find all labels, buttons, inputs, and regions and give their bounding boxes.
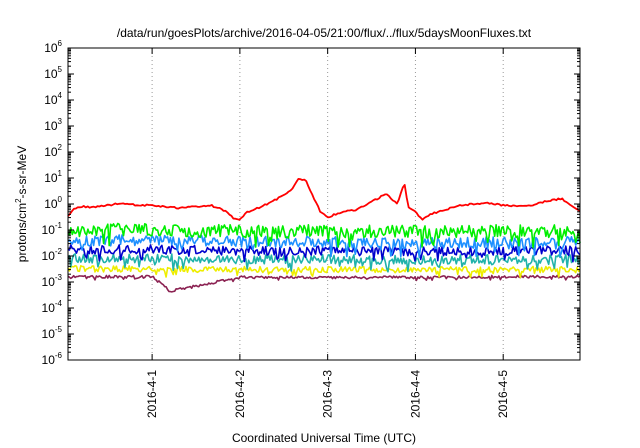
y-tick-label-6: 100: [44, 195, 62, 211]
y-axis: 106 105 104 103 102 101 100 10-1 10-2 10-3 10-4 10-…: [42, 39, 580, 367]
series-line-4: [67, 253, 581, 273]
series-line-0: [67, 178, 581, 221]
y-tick-label-10: 10-4: [42, 299, 63, 315]
y-tick-label-4: 102: [44, 143, 62, 159]
y-axis-label-main: protons/cm: [15, 203, 29, 262]
y-tick-label-0: 106: [44, 39, 62, 55]
y-tick-label-12: 10-6: [42, 351, 63, 367]
series-line-6: [67, 274, 581, 293]
y-tick-label-8: 10-2: [42, 247, 63, 263]
y-axis-label-rest: -s-sr-MeV: [15, 146, 29, 199]
series-line-5: [67, 265, 581, 279]
y-tick-label-11: 10-5: [42, 325, 63, 341]
x-tick-label-0: 2016-4-1: [145, 370, 159, 418]
series-line-2: [67, 234, 581, 258]
series-group: [67, 178, 581, 293]
y-axis-label: protons/cm2-s-sr-MeV: [14, 146, 29, 262]
x-axis: 2016-4-1 2016-4-2 2016-4-3 2016-4-4 2016-4-5: [145, 48, 510, 418]
grid: [151, 48, 504, 360]
chart-title: /data/run/goesPlots/archive/2016-04-05/2…: [117, 26, 532, 40]
series-line-1: [67, 222, 581, 249]
x-tick-label-4: 2016-4-5: [496, 370, 510, 418]
x-tick-label-2: 2016-4-3: [321, 370, 335, 418]
y-tick-label-9: 10-3: [42, 273, 63, 289]
x-tick-label-3: 2016-4-4: [408, 370, 422, 418]
y-axis-label-superscript: 2: [14, 198, 23, 203]
y-tick-label-1: 105: [44, 65, 62, 81]
y-tick-label-7: 10-1: [42, 221, 63, 237]
y-tick-label-3: 103: [44, 117, 62, 133]
y-tick-label-2: 104: [44, 91, 62, 107]
x-tick-label-1: 2016-4-2: [233, 370, 247, 418]
y-tick-label-5: 101: [44, 169, 62, 185]
x-axis-label: Coordinated Universal Time (UTC): [232, 431, 416, 445]
